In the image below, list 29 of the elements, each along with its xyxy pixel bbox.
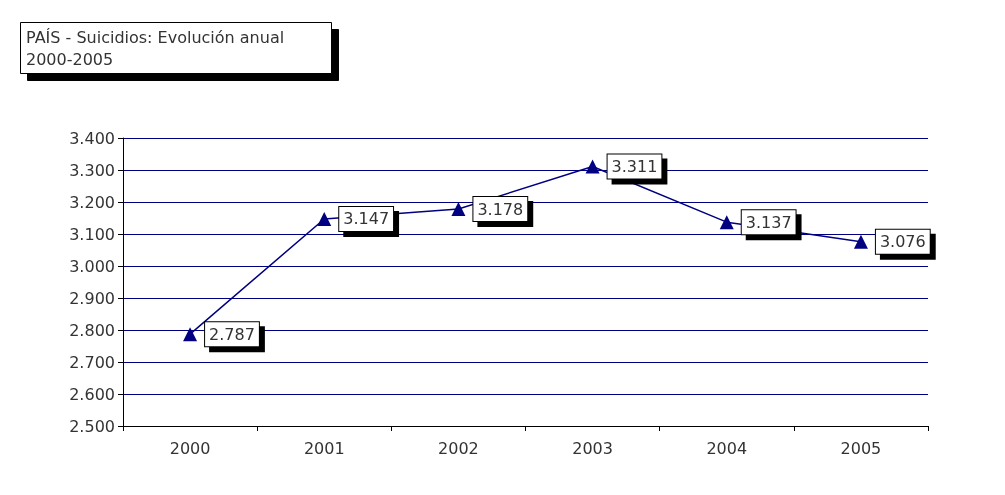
y-tick-label: 2.500 (69, 416, 115, 436)
y-tick-label: 3.300 (69, 160, 115, 180)
point (183, 327, 198, 342)
y-tick-label: 2.900 (69, 288, 115, 308)
data-label: 2.787 (209, 324, 255, 344)
y-tick-label: 2.800 (69, 320, 115, 340)
point (317, 211, 332, 226)
x-tick-label: 2001 (303, 438, 345, 458)
y-tick-label: 3.100 (69, 224, 115, 244)
point (853, 234, 868, 249)
point (451, 202, 466, 217)
x-tick-label: 2004 (706, 438, 748, 458)
point (719, 215, 734, 230)
y-tick-label: 3.200 (69, 192, 115, 212)
y-tick-label: 3.000 (69, 256, 115, 276)
y-tick-label: 2.700 (69, 352, 115, 372)
data-label: 3.178 (477, 199, 524, 219)
x-tick-label: 2002 (438, 438, 479, 458)
y-tick-label: 2.600 (69, 384, 115, 404)
point (585, 159, 600, 174)
x-tick-label: 2005 (840, 438, 882, 458)
y-tick-label: 3.400 (69, 128, 115, 148)
data-label: 3.076 (879, 232, 926, 252)
x-tick-label: 2000 (169, 438, 211, 458)
data-label: 3.137 (745, 212, 792, 232)
chart-title: PAÍS - Suicidios: Evolución anual 2000-2005 (26, 27, 290, 69)
x-tick-label: 2003 (572, 438, 613, 458)
data-label: 3.147 (343, 209, 390, 229)
data-label: 3.311 (611, 156, 658, 176)
